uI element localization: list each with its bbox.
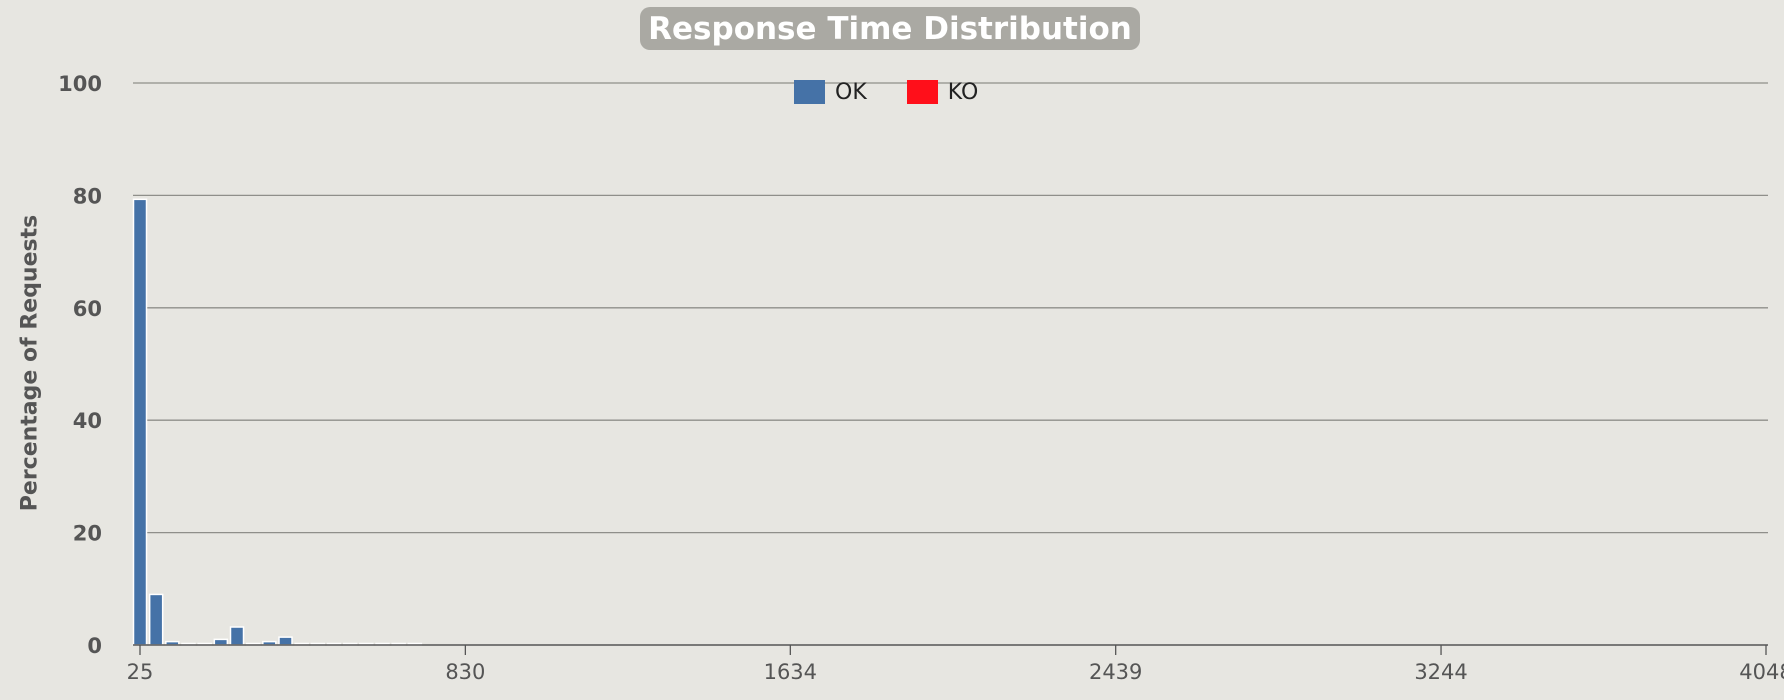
y-tick-label-20: 20: [73, 522, 102, 546]
y-axis-label: Percentage of Requests: [17, 214, 43, 512]
y-tick-label-0: 0: [87, 634, 102, 658]
bar-ok-5: [213, 638, 229, 646]
legend: OK KO: [794, 79, 1018, 105]
legend-swatch-ok: [794, 80, 825, 104]
x-tick-label-3244: 3244: [1414, 660, 1467, 684]
y-tick-label-60: 60: [73, 297, 102, 321]
x-tick-label-830: 830: [445, 660, 485, 684]
x-tick-label-25: 25: [127, 660, 154, 684]
bar-ok-6: [229, 626, 245, 646]
y-tick-label-40: 40: [73, 409, 102, 433]
y-tick-label-100: 100: [58, 72, 102, 96]
x-tick-label-1634: 1634: [764, 660, 817, 684]
x-tick-label-2439: 2439: [1089, 660, 1142, 684]
axes: 0 20 40 60 80 100 25 830 1634 2439 3244 4048: [58, 72, 1784, 684]
grid-lines: [133, 82, 1768, 534]
legend-label-ok: OK: [835, 79, 867, 105]
bar-ok-1: [148, 593, 164, 646]
legend-swatch-ko: [906, 80, 938, 104]
legend-item-ok[interactable]: OK: [794, 80, 867, 105]
y-tick-label-80: 80: [73, 184, 102, 208]
chart-title: Response Time Distribution: [640, 7, 1140, 50]
x-tick-label-4048: 4048: [1739, 660, 1784, 684]
bar-ok-0: [132, 198, 148, 646]
legend-item-ko[interactable]: KO: [906, 79, 979, 105]
bar-ok-9: [278, 636, 293, 646]
legend-label-ko: KO: [947, 79, 979, 105]
bars: [132, 198, 423, 646]
